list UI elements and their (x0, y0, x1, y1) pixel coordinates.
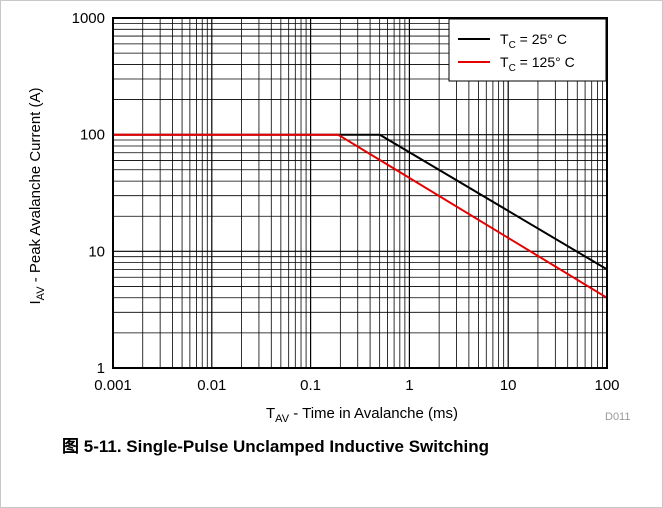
x-axis-label: TAV - Time in Avalanche (ms) (266, 405, 458, 425)
x-tick-label: 10 (500, 377, 517, 394)
y-tick-label: 1 (97, 360, 105, 377)
legend-box (448, 18, 607, 82)
x-tick-label: 0.01 (197, 377, 226, 394)
caption-text: 5-11. Single-Pulse Unclamped Inductive S… (83, 437, 489, 456)
series-line-125c (113, 133, 608, 299)
y-axis-label: IAV - Peak Avalanche Current (A) (27, 87, 47, 304)
y-tick-labels: 1 10 100 1000 (72, 10, 105, 377)
legend-label-25c: TC = 25° C (500, 31, 567, 51)
figure-code: D011 (605, 411, 630, 423)
y-tick-label: 1000 (72, 10, 105, 27)
x-tick-label: 1 (405, 377, 413, 394)
caption-prefix: 图 (62, 437, 79, 456)
legend-label-125c: TC = 125° C (500, 54, 575, 74)
x-tick-labels: 0.001 0.01 0.1 1 10 100 (94, 377, 619, 394)
series-layer (113, 133, 608, 299)
x-tick-label: 0.1 (300, 377, 321, 394)
y-tick-label: 10 (88, 243, 105, 260)
figure-caption: 图 5-11. Single-Pulse Unclamped Inductive… (62, 432, 489, 457)
plot-area (112, 17, 608, 369)
y-tick-label: 100 (80, 127, 105, 144)
x-tick-label: 0.001 (94, 377, 132, 394)
series-line-25c (113, 133, 608, 271)
x-tick-label: 100 (594, 377, 619, 394)
avalanche-current-chart: 0.001 0.01 0.1 1 10 100 1 10 100 1000 TAV - Time… (27, 10, 630, 425)
legend: TC = 25° C TC = 125° C (448, 18, 607, 82)
